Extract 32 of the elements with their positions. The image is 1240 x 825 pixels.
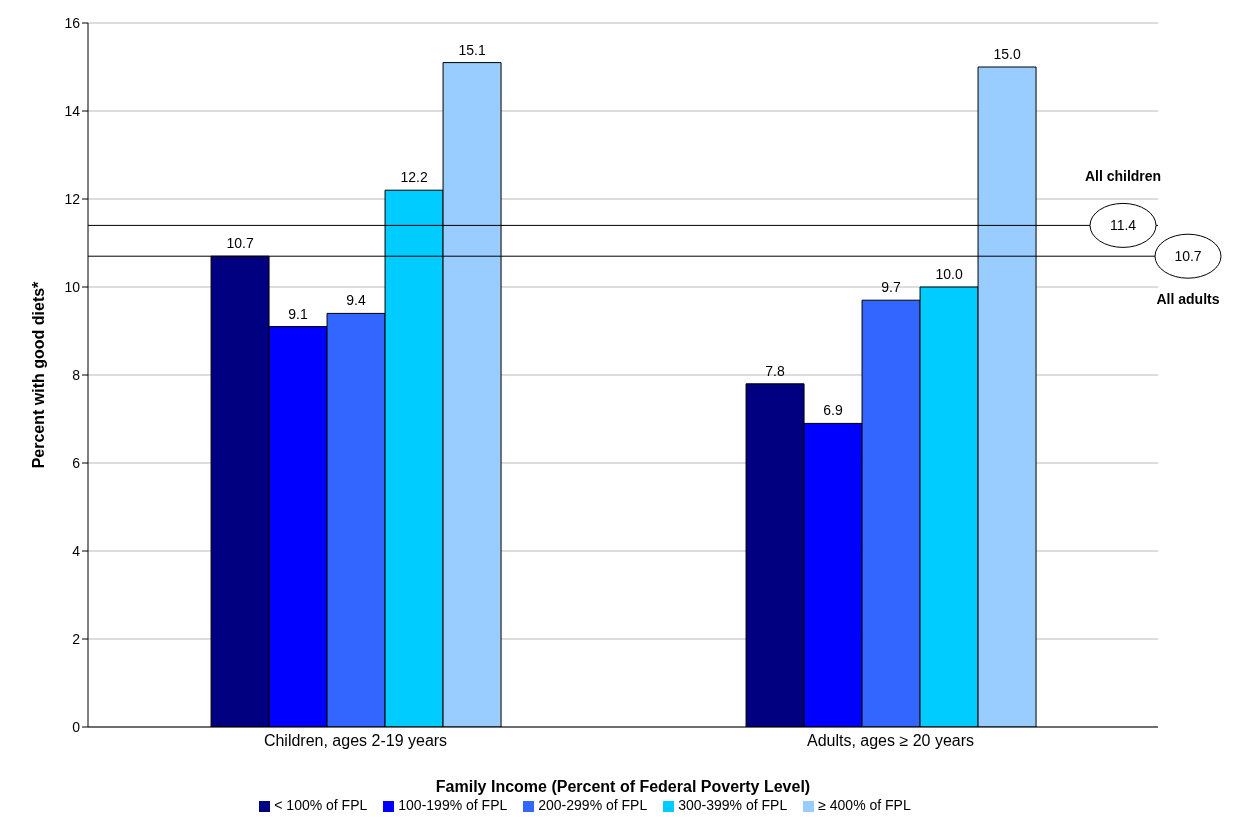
ref-line-label: 10.7 [1174, 248, 1202, 265]
data-label: 7.8 [765, 362, 785, 379]
data-label: 10.0 [935, 266, 963, 282]
data-label: 9.4 [346, 292, 366, 309]
x-axis-title: Family Income (Percent of Federal Poverty Level) [435, 778, 811, 795]
y-tick-label: 14 [64, 102, 81, 119]
y-tick-label: 16 [64, 14, 81, 31]
ref-line-label: 11.4 [1109, 217, 1137, 234]
x-tick-label: Adults, ages ≥ 20 years [806, 732, 975, 750]
y-tick-label: 2 [72, 630, 81, 647]
y-tick-label: 0 [72, 718, 81, 735]
data-label: 6.9 [823, 402, 843, 419]
y-tick-label: 12 [64, 190, 81, 207]
legend-label: 300-399% of FPL [678, 797, 788, 813]
y-tick-label: 4 [72, 542, 81, 559]
legend-label: 100-199% of FPL [398, 797, 508, 813]
data-label: 9.1 [288, 305, 308, 322]
legend-label: 200-299% of FPL [538, 797, 648, 813]
data-label: 9.7 [881, 279, 901, 296]
annotation: All adults [1156, 291, 1220, 308]
y-tick-label: 8 [72, 366, 81, 383]
data-label: 15.0 [993, 46, 1021, 62]
data-label: 12.2 [400, 169, 428, 186]
legend-label: ≥ 400% of FPL [818, 797, 911, 813]
annotation: All children [1084, 168, 1162, 185]
data-label: 15.1 [458, 41, 486, 58]
y-tick-label: 6 [72, 454, 81, 471]
data-label: 10.7 [226, 235, 254, 252]
y-tick-label: 10 [64, 278, 81, 295]
legend-label: < 100% of FPL [274, 797, 368, 813]
y-axis-title: Percent with good diets* [29, 280, 47, 469]
x-tick-label: Children, ages 2-19 years [263, 732, 448, 750]
